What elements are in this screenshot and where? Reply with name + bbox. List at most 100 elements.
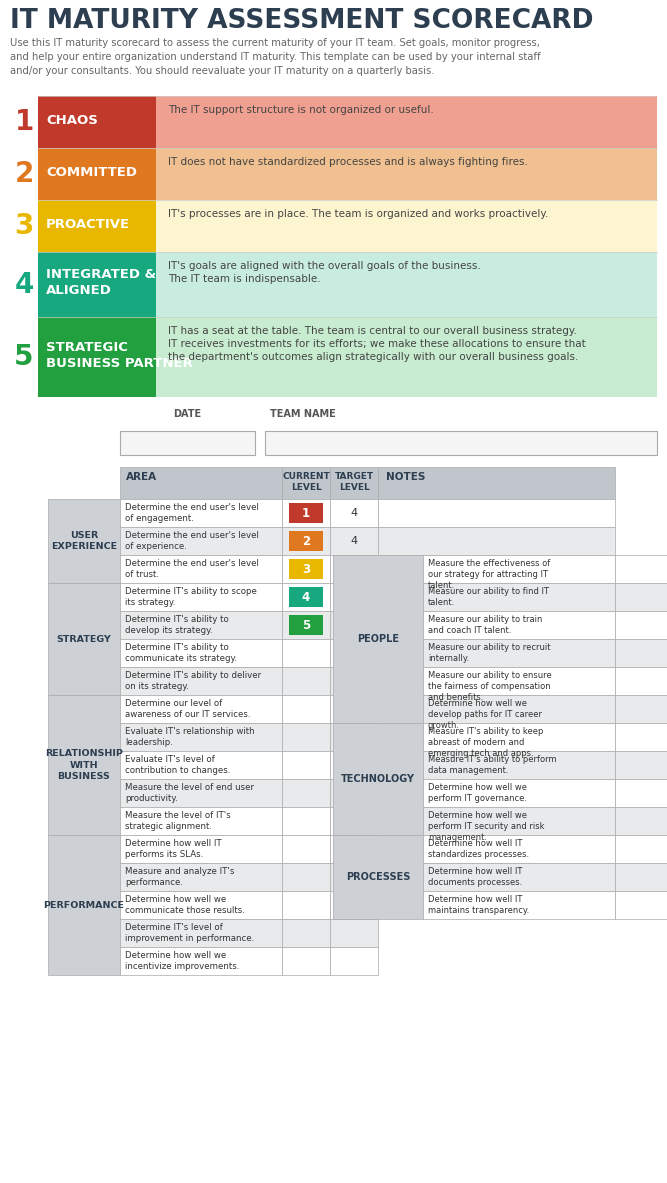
Text: 4: 4 (14, 271, 34, 298)
Text: Determine how well we
incentivize improvements.: Determine how well we incentivize improv… (125, 951, 239, 971)
Text: 5: 5 (14, 343, 34, 371)
Bar (378, 467, 615, 499)
Bar (120, 919, 282, 948)
Text: Determine IT's ability to
develop its strategy.: Determine IT's ability to develop its st… (125, 615, 229, 635)
Bar (330, 723, 378, 751)
Text: Measure IT's ability to keep
abreast of modern and
emerging tech and apps.: Measure IT's ability to keep abreast of … (428, 728, 544, 758)
Text: Determine IT's ability to
communicate its strategy.: Determine IT's ability to communicate it… (125, 644, 237, 664)
Bar (289, 503, 323, 523)
Bar (282, 499, 330, 526)
Bar (120, 948, 282, 975)
Text: 4: 4 (302, 590, 310, 603)
Bar (615, 891, 667, 919)
Bar (615, 864, 667, 891)
Bar (330, 694, 378, 723)
Bar (423, 694, 615, 723)
Text: CURRENT
LEVEL: CURRENT LEVEL (282, 472, 330, 492)
Bar (330, 526, 378, 555)
Bar (330, 583, 378, 610)
Bar (330, 919, 378, 948)
Bar (282, 467, 330, 499)
Text: Determine how well IT
documents processes.: Determine how well IT documents processe… (428, 867, 522, 887)
Bar (282, 526, 330, 555)
Text: IT's goals are aligned with the overall goals of the business.
The IT team is in: IT's goals are aligned with the overall … (168, 261, 481, 284)
Bar (120, 499, 282, 526)
Bar (120, 639, 282, 667)
Bar (378, 499, 615, 526)
Bar (156, 200, 657, 252)
Bar (423, 807, 615, 835)
Text: DATE: DATE (173, 409, 201, 419)
Text: Measure our ability to find IT
talent.: Measure our ability to find IT talent. (428, 587, 549, 607)
Text: TECHNOLOGY: TECHNOLOGY (341, 774, 415, 784)
Bar (48, 583, 120, 694)
Bar (282, 891, 330, 919)
Bar (120, 751, 282, 778)
Bar (282, 835, 330, 864)
Bar (120, 694, 282, 723)
Bar (120, 778, 282, 807)
Bar (330, 751, 378, 778)
Bar (120, 555, 282, 583)
Text: Evaluate IT's level of
contribution to changes.: Evaluate IT's level of contribution to c… (125, 755, 230, 775)
Text: COMMITTED: COMMITTED (46, 166, 137, 179)
Text: Measure the level of IT's
strategic alignment.: Measure the level of IT's strategic alig… (125, 812, 231, 832)
Text: Measure our ability to recruit
internally.: Measure our ability to recruit internall… (428, 644, 550, 664)
Bar (333, 835, 423, 919)
Bar (615, 667, 667, 694)
Bar (120, 431, 255, 455)
Bar (289, 531, 323, 551)
Bar (282, 948, 330, 975)
Bar (282, 639, 330, 667)
Text: PROACTIVE: PROACTIVE (46, 218, 130, 231)
Bar (330, 807, 378, 835)
Bar (333, 555, 423, 723)
Bar (615, 723, 667, 751)
Bar (423, 639, 615, 667)
Text: Determine IT's ability to scope
its strategy.: Determine IT's ability to scope its stra… (125, 587, 257, 607)
Bar (120, 667, 282, 694)
Text: Determine the end user's level
of experience.: Determine the end user's level of experi… (125, 531, 259, 551)
Bar (282, 751, 330, 778)
Bar (615, 778, 667, 807)
Bar (38, 148, 156, 200)
Bar (282, 919, 330, 948)
Bar (282, 583, 330, 610)
Bar (120, 891, 282, 919)
Bar (265, 431, 657, 455)
Text: Measure our ability to ensure
the fairness of compensation
and benefits.: Measure our ability to ensure the fairne… (428, 671, 552, 703)
Bar (38, 317, 156, 397)
Bar (120, 467, 282, 499)
Text: Determine how well we
perform IT governance.: Determine how well we perform IT governa… (428, 783, 527, 803)
Text: Measure the level of end user
productivity.: Measure the level of end user productivi… (125, 783, 254, 803)
Bar (120, 526, 282, 555)
Bar (615, 610, 667, 639)
Text: 1: 1 (15, 108, 33, 136)
Text: TARGET
LEVEL: TARGET LEVEL (334, 472, 374, 492)
Bar (333, 723, 423, 835)
Text: Measure the effectiveness of
our strategy for attracting IT
talent.: Measure the effectiveness of our strateg… (428, 560, 550, 590)
Bar (330, 555, 378, 583)
Bar (330, 499, 378, 526)
Bar (120, 807, 282, 835)
Bar (423, 891, 615, 919)
Bar (615, 807, 667, 835)
Bar (330, 864, 378, 891)
Bar (38, 96, 156, 148)
Bar (120, 864, 282, 891)
Bar (38, 252, 156, 317)
Text: STRATEGIC
BUSINESS PARTNER: STRATEGIC BUSINESS PARTNER (46, 341, 193, 369)
Bar (282, 555, 330, 583)
Text: Determine IT's level of
improvement in performance.: Determine IT's level of improvement in p… (125, 923, 254, 943)
Bar (282, 864, 330, 891)
Text: IT's processes are in place. The team is organized and works proactively.: IT's processes are in place. The team is… (168, 209, 548, 219)
Text: 1: 1 (302, 506, 310, 519)
Bar (330, 467, 378, 499)
Text: Determine our level of
awareness of our IT services.: Determine our level of awareness of our … (125, 699, 251, 719)
Bar (282, 807, 330, 835)
Bar (615, 694, 667, 723)
Bar (289, 587, 323, 607)
Bar (120, 835, 282, 864)
Bar (423, 835, 615, 864)
Bar (423, 555, 615, 583)
